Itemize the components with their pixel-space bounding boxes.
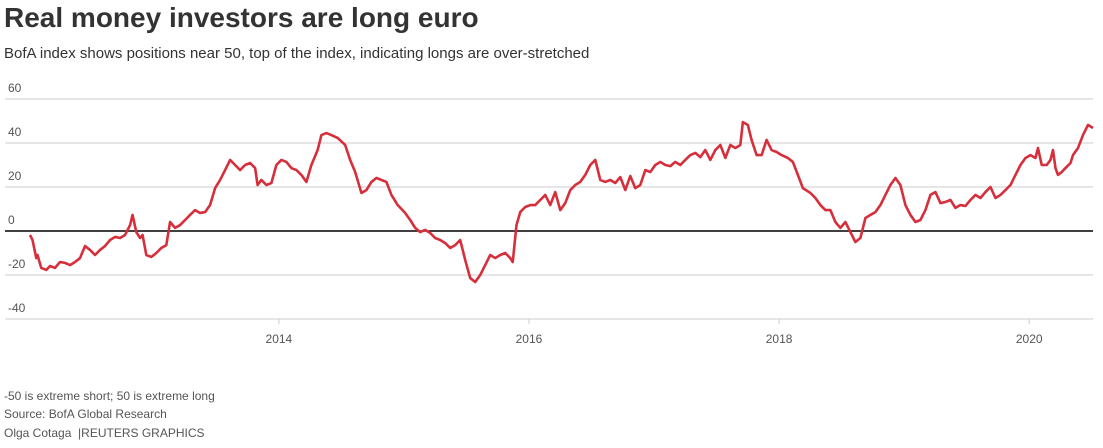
credit: Olga Cotaga |REUTERS GRAPHICS: [4, 426, 205, 440]
x-tick-label: 2014: [266, 332, 293, 346]
y-tick-label: -20: [8, 257, 26, 271]
y-tick-label: 0: [8, 213, 15, 227]
y-tick-label: 20: [8, 169, 22, 183]
data-line: [28, 120, 1094, 284]
x-tick-label: 2016: [516, 332, 543, 346]
chart-subtitle: BofA index shows positions near 50, top …: [4, 45, 589, 62]
y-tick-label: 40: [8, 125, 22, 139]
source: Source: BofA Global Research: [4, 407, 167, 421]
y-tick-label: 60: [8, 81, 22, 95]
footnote: -50 is extreme short; 50 is extreme long: [4, 389, 215, 403]
chart-title: Real money investors are long euro: [4, 2, 479, 33]
x-tick-label: 2020: [1016, 332, 1043, 346]
x-tick-label: 2018: [766, 332, 793, 346]
y-tick-label: -40: [8, 301, 26, 315]
